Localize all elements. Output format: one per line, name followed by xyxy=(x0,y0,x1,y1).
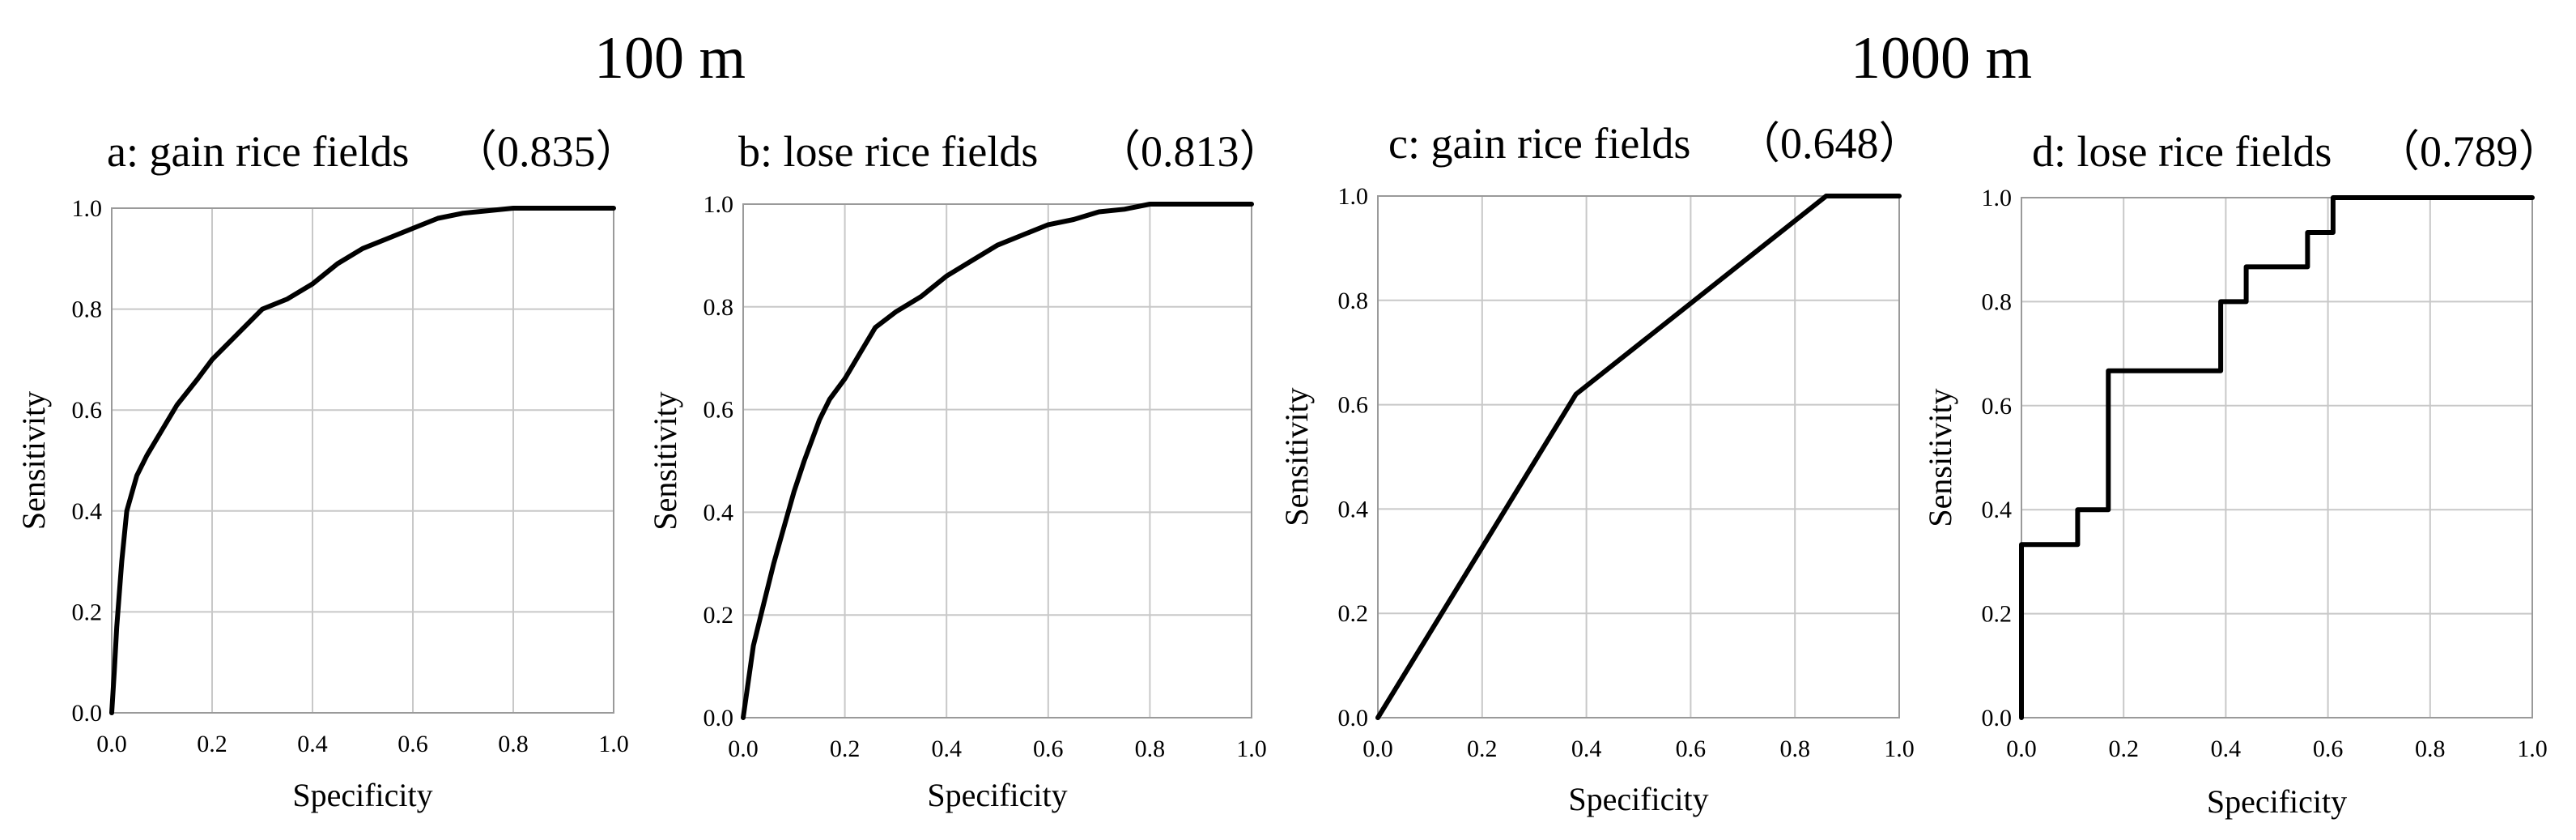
x-tick-label: 0.0 xyxy=(1362,736,1393,762)
x-tick-label: 0.6 xyxy=(1033,736,1064,762)
y-tick-label: 0.0 xyxy=(704,705,734,731)
y-tick-label: 0.6 xyxy=(704,397,734,424)
x-tick-label: 1.0 xyxy=(2517,736,2548,762)
plot-frame xyxy=(111,207,614,714)
auc-label: （0.835） xyxy=(453,127,640,176)
plot-frame xyxy=(1377,195,1900,718)
y-tick-label: 0.2 xyxy=(1338,600,1369,627)
x-tick-label: 0.6 xyxy=(2313,736,2344,762)
x-tick-label: 0.4 xyxy=(1571,736,1602,762)
x-tick-label: 0.0 xyxy=(728,736,759,762)
y-axis-label: Sensitivity xyxy=(647,391,683,530)
y-tick-label: 1.0 xyxy=(1338,183,1369,210)
x-tick-label: 0.0 xyxy=(96,731,127,757)
y-axis-label: Sensitivity xyxy=(1278,387,1315,526)
y-tick-label: 0.2 xyxy=(1982,601,2013,628)
chart-title: c: gain rice fields xyxy=(1388,119,1691,168)
y-tick-label: 0.8 xyxy=(1982,288,2013,315)
x-tick-label: 0.0 xyxy=(2006,736,2037,762)
auc-label: （0.813） xyxy=(1097,127,1283,176)
y-tick-label: 0.0 xyxy=(1338,705,1369,731)
y-tick-label: 1.0 xyxy=(72,195,103,222)
x-tick-label: 1.0 xyxy=(598,731,629,757)
roc-curve xyxy=(1375,194,1902,720)
x-axis-label: Specificity xyxy=(1568,781,1708,817)
x-tick-label: 0.4 xyxy=(2211,736,2242,762)
x-axis-label: Specificity xyxy=(292,777,432,813)
chart-title: b: lose rice fields xyxy=(738,127,1039,176)
group-title-1000m: 1000 m xyxy=(1851,25,2033,92)
y-axis-label: Sensitivity xyxy=(1922,388,1958,527)
auc-label: （0.648） xyxy=(1736,119,1923,168)
y-tick-label: 0.8 xyxy=(72,296,103,323)
y-tick-label: 0.8 xyxy=(704,294,734,321)
y-tick-label: 0.6 xyxy=(1982,393,2013,420)
x-tick-label: 1.0 xyxy=(1884,736,1915,762)
group-title-100m: 100 m xyxy=(594,25,746,92)
y-tick-label: 0.0 xyxy=(72,700,103,727)
chart-title: d: lose rice fields xyxy=(2032,127,2332,176)
x-tick-label: 0.6 xyxy=(1676,736,1707,762)
x-tick-label: 0.4 xyxy=(931,736,962,762)
x-tick-label: 0.2 xyxy=(2108,736,2139,762)
x-tick-label: 0.2 xyxy=(830,736,861,762)
y-tick-label: 0.4 xyxy=(72,498,103,525)
y-tick-label: 0.4 xyxy=(1982,497,2013,523)
y-tick-label: 1.0 xyxy=(1982,185,2013,211)
y-axis-label: Sensitivity xyxy=(15,391,52,530)
x-tick-label: 0.8 xyxy=(2415,736,2446,762)
x-tick-label: 0.4 xyxy=(297,731,328,757)
plot-frame xyxy=(742,203,1252,718)
x-tick-label: 0.2 xyxy=(197,731,227,757)
y-tick-label: 0.2 xyxy=(704,602,734,629)
x-tick-label: 0.6 xyxy=(397,731,428,757)
y-tick-label: 0.4 xyxy=(1338,496,1369,522)
x-tick-label: 0.8 xyxy=(1779,736,1810,762)
y-tick-label: 0.2 xyxy=(72,599,103,625)
plot-frame xyxy=(2021,197,2533,718)
x-axis-label: Specificity xyxy=(2207,783,2347,820)
x-axis-label: Specificity xyxy=(927,777,1067,813)
y-tick-label: 0.0 xyxy=(1982,705,2013,731)
chart-title: a: gain rice fields xyxy=(107,127,410,176)
y-tick-label: 0.4 xyxy=(704,499,734,526)
x-tick-label: 0.2 xyxy=(1467,736,1498,762)
y-tick-label: 0.6 xyxy=(1338,392,1369,419)
y-tick-label: 0.8 xyxy=(1338,288,1369,314)
auc-label: （0.789） xyxy=(2376,127,2562,176)
y-tick-label: 0.6 xyxy=(72,397,103,424)
roc-curve xyxy=(2019,195,2535,720)
x-tick-label: 1.0 xyxy=(1236,736,1267,762)
x-tick-label: 0.8 xyxy=(498,731,529,757)
x-tick-label: 0.8 xyxy=(1135,736,1166,762)
roc-curve xyxy=(109,206,616,715)
y-tick-label: 1.0 xyxy=(704,191,734,218)
roc-curve xyxy=(741,202,1254,720)
